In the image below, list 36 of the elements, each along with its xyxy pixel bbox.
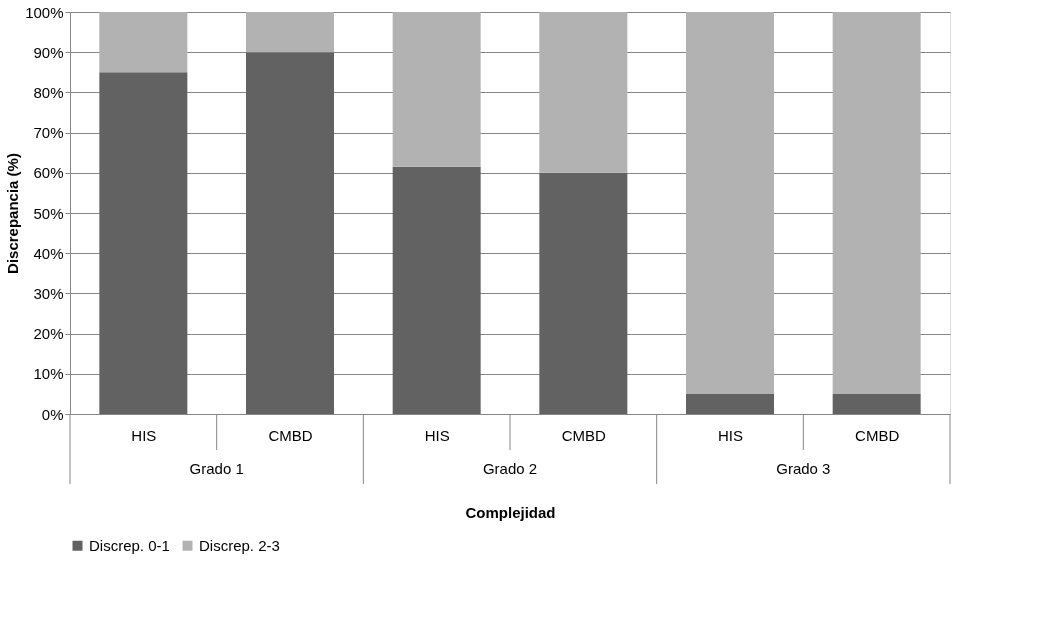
bar <box>246 52 334 414</box>
bar <box>832 393 921 414</box>
text: Grado 2 <box>482 460 538 477</box>
bar <box>392 12 481 167</box>
y-tick-label: 90% <box>33 43 64 61</box>
y-axis-title: Discrepancia (%) <box>4 153 22 274</box>
bar <box>99 72 188 414</box>
y-tick-label: 40% <box>33 244 64 262</box>
bar <box>246 12 334 53</box>
y-tick-label: 10% <box>33 365 64 383</box>
bar <box>392 166 481 414</box>
bar <box>686 12 774 394</box>
bar <box>686 393 774 414</box>
text: Grado 3 <box>776 460 831 477</box>
y-tick-label: 20% <box>33 325 64 343</box>
x-tick-label: CMBD <box>268 426 313 444</box>
x-tick-label: CMBD <box>561 426 607 444</box>
y-tick-label: 100% <box>25 3 64 21</box>
x-tick-label: HIS <box>717 426 744 444</box>
y-tick-label: 80% <box>33 83 64 101</box>
legend-label: Discrep. 2-3 <box>199 536 280 554</box>
y-tick-label: 30% <box>33 284 64 302</box>
y-tick-label: 70% <box>33 124 64 142</box>
y-tick-label: 60% <box>33 164 64 182</box>
x-tick-label: HIS <box>424 426 450 444</box>
y-tick-label: 0% <box>41 405 64 423</box>
text: Grado 1 <box>189 460 244 477</box>
y-tick-label: 50% <box>33 204 64 222</box>
x-axis-title: Complejidad <box>465 503 556 521</box>
legend-label: Discrep. 0-1 <box>89 536 170 554</box>
bar <box>99 12 188 73</box>
bar <box>832 12 921 394</box>
x-tick-label: HIS <box>131 426 157 444</box>
bar <box>539 12 628 173</box>
bar <box>539 172 628 414</box>
x-tick-label: CMBD <box>855 426 900 444</box>
